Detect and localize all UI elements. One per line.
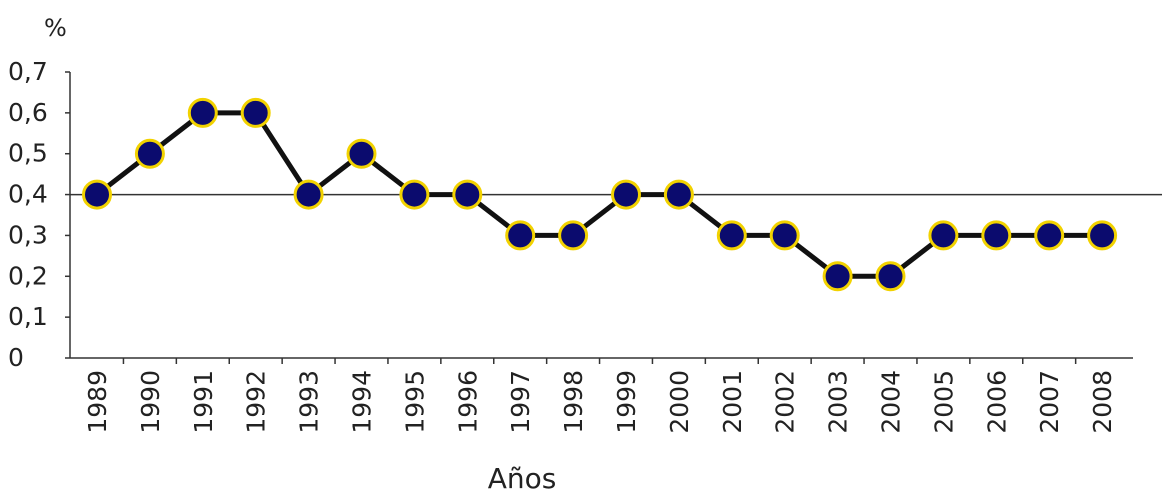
data-point: [981, 220, 1012, 251]
data-point: [452, 179, 483, 210]
y-tick-label: 0,3: [8, 220, 48, 249]
x-tick-label: 1991: [189, 370, 218, 434]
x-tick-label: 1989: [83, 370, 112, 434]
x-tick-label: 1997: [506, 370, 535, 434]
data-point: [1087, 220, 1118, 251]
data-point: [346, 138, 377, 169]
x-tick-label: 2006: [982, 370, 1011, 434]
data-point: [82, 179, 112, 210]
x-tick-label: 1995: [400, 370, 429, 434]
x-tick-label: 1999: [612, 370, 641, 434]
x-tick-label: 2008: [1088, 370, 1117, 434]
data-point: [928, 220, 959, 251]
data-point: [399, 179, 430, 210]
y-axis-ticks: 0 0,1 0,2 0,3 0,4 0,5 0,6 0,7: [8, 57, 70, 372]
data-point: [716, 220, 747, 251]
x-tick-label: 2000: [665, 370, 694, 434]
y-tick-label: 0,5: [8, 139, 48, 168]
x-tick-label: 2004: [877, 370, 906, 434]
data-point: [134, 138, 165, 169]
data-point: [240, 97, 271, 128]
x-axis-title: Años: [488, 462, 557, 494]
data-point: [505, 220, 536, 251]
y-tick-label: 0,2: [8, 261, 48, 290]
y-tick-label: 0,1: [8, 302, 48, 331]
data-point: [558, 220, 589, 251]
data-point: [611, 179, 641, 210]
x-tick-label: 1998: [559, 370, 588, 434]
x-tick-label: 1993: [295, 370, 324, 434]
data-point: [663, 179, 694, 210]
x-tick-label: 1994: [348, 370, 377, 434]
data-point: [293, 179, 324, 210]
x-tick-label: 2001: [718, 370, 747, 434]
data-point: [1034, 220, 1065, 251]
x-tick-label: 2002: [771, 370, 800, 434]
data-point: [822, 261, 853, 292]
data-point: [875, 261, 906, 292]
axes: [69, 72, 1133, 359]
x-tick-label: 1992: [242, 370, 271, 434]
x-tick-label: 1996: [453, 370, 482, 434]
y-tick-label: 0: [8, 343, 24, 372]
data-point: [769, 220, 800, 251]
data-point: [187, 97, 218, 128]
y-tick-label: 0,4: [8, 180, 48, 209]
data-point-layer: [82, 97, 1118, 292]
x-axis-ticks: 1989 1990 1991 1992 1993 1994 1995 1996 1997 1998…: [83, 358, 1117, 434]
x-tick-label: 2005: [929, 370, 958, 434]
x-tick-label: 1990: [136, 370, 165, 434]
y-tick-label: 0,6: [8, 98, 48, 127]
y-tick-label: 0,7: [8, 57, 48, 86]
x-tick-label: 2003: [824, 370, 853, 434]
x-tick-label: 2007: [1035, 370, 1064, 434]
y-axis-unit-label: %: [44, 14, 67, 42]
